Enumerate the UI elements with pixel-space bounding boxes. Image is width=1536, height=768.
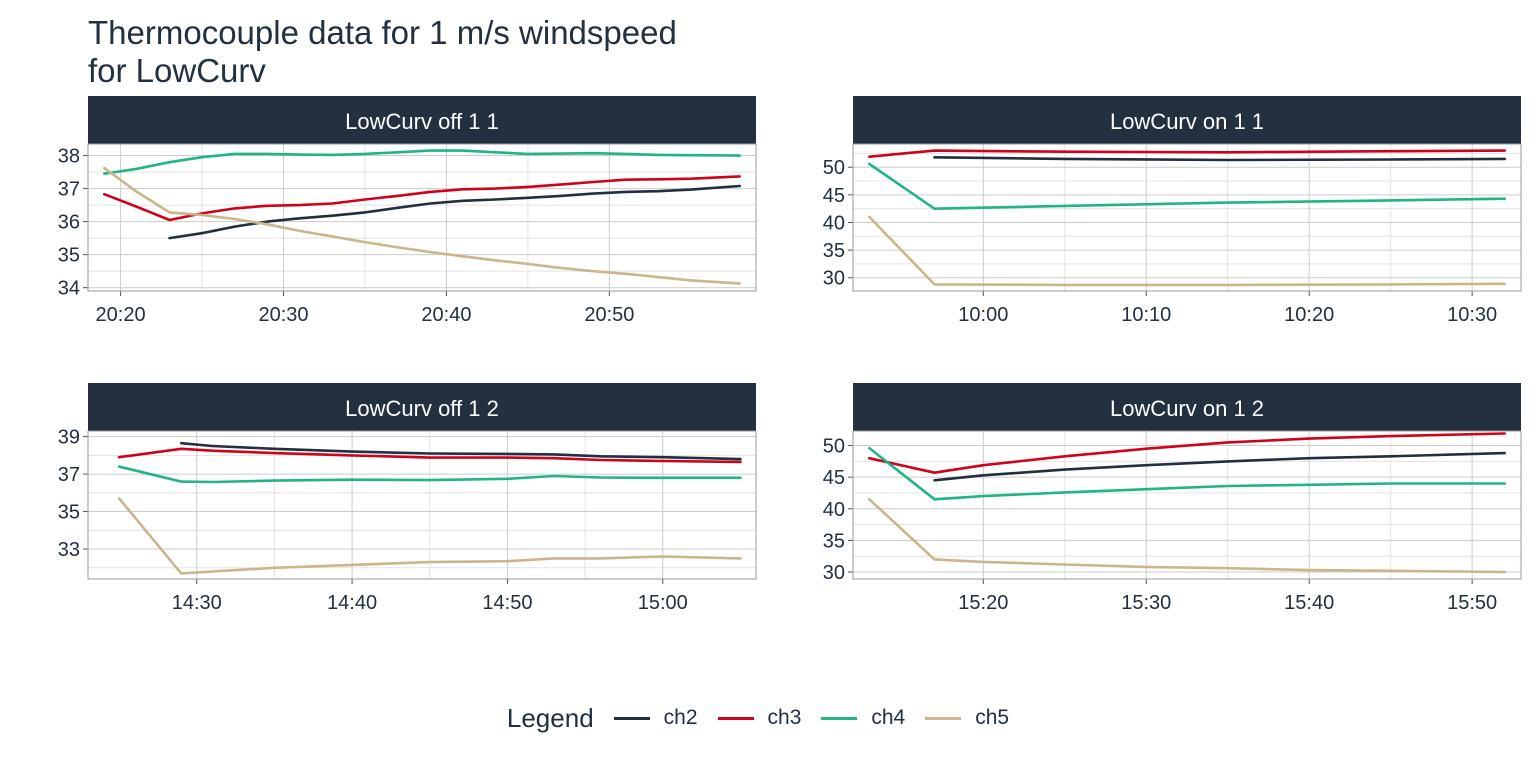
- x-tick-label: 15:50: [1447, 592, 1497, 614]
- facet-strip-title: LowCurv off 1 2: [345, 396, 499, 421]
- y-tick-label: 45: [823, 467, 845, 489]
- panel-border: [87, 430, 757, 580]
- series-line-ch3: [103, 175, 742, 222]
- series-line-ch2: [933, 451, 1506, 482]
- series-line-ch3: [867, 432, 1506, 475]
- legend-swatch: [821, 716, 858, 720]
- y-tick-label: 37: [58, 179, 80, 201]
- y-tick-label: 40: [823, 212, 845, 234]
- legend-label: ch5: [975, 706, 1010, 729]
- y-tick-label: 38: [58, 146, 80, 168]
- legend: Legend ch2 ch3 ch4 ch5: [0, 700, 1536, 736]
- panel-border: [852, 143, 1522, 292]
- series-line-ch5: [867, 215, 1506, 287]
- y-tick-label: 50: [823, 436, 845, 458]
- y-tick-label: 33: [58, 539, 80, 561]
- legend-label: ch2: [663, 706, 698, 729]
- faceted-line-chart: LowCurv off 1 1 34 35 36 37 38 20:20 20:30 20:40…: [58, 96, 1522, 614]
- legend-title: Legend: [506, 702, 594, 733]
- y-tick-label: 35: [58, 502, 80, 524]
- y-tick-label: 45: [823, 185, 845, 207]
- y-tick-label: 30: [823, 268, 845, 290]
- facet-strip-title: LowCurv on 1 2: [1110, 396, 1264, 421]
- panel-border: [852, 430, 1522, 580]
- legend-item-ch2: ch2: [613, 706, 698, 730]
- legend-swatch: [717, 716, 754, 720]
- legend-label: ch4: [871, 706, 906, 729]
- x-tick-label: 20:20: [96, 304, 146, 326]
- y-tick-label: 35: [823, 240, 845, 262]
- facet-strip: [853, 383, 1521, 431]
- facet-strip-title: LowCurv off 1 1: [345, 109, 499, 134]
- y-tick-label: 36: [58, 212, 80, 234]
- x-tick-label: 15:30: [1121, 592, 1171, 614]
- x-tick-label: 10:20: [1284, 304, 1334, 326]
- legend-swatch: [613, 716, 650, 720]
- x-tick-label: 15:40: [1284, 592, 1334, 614]
- series-line-ch2: [933, 156, 1506, 162]
- legend-swatch: [925, 716, 962, 720]
- legend-item-ch3: ch3: [717, 706, 802, 730]
- series-line-ch4: [867, 446, 1506, 501]
- x-tick-label: 20:50: [584, 304, 634, 326]
- y-tick-label: 34: [58, 278, 80, 300]
- chart-title: Thermocouple data for 1 m/s windspeed fo…: [88, 14, 677, 89]
- x-tick-label: 20:30: [258, 304, 308, 326]
- facet-strip: [853, 96, 1521, 144]
- x-tick-label: 20:40: [421, 304, 471, 326]
- x-tick-label: 15:00: [638, 592, 688, 614]
- series-line-ch5: [117, 497, 742, 575]
- series-line-ch2: [179, 441, 742, 461]
- series-line-ch4: [103, 149, 742, 175]
- series-line-ch4: [117, 465, 742, 484]
- x-tick-label: 14:50: [482, 592, 532, 614]
- x-tick-label: 10:00: [958, 304, 1008, 326]
- legend-item-ch5: ch5: [925, 706, 1009, 730]
- x-tick-label: 14:40: [327, 592, 377, 614]
- series-line-ch4: [867, 162, 1506, 210]
- facet-strip: [88, 383, 756, 431]
- x-tick-label: 14:30: [172, 592, 222, 614]
- legend-item-ch4: ch4: [821, 706, 905, 730]
- y-tick-label: 39: [58, 427, 80, 449]
- y-tick-label: 35: [58, 245, 80, 267]
- series-line-ch3: [117, 447, 742, 464]
- series-line-ch3: [867, 149, 1506, 158]
- y-tick-label: 50: [823, 157, 845, 179]
- panel-border: [87, 143, 757, 292]
- y-tick-label: 30: [823, 562, 845, 584]
- series-line-ch2: [168, 184, 742, 240]
- x-tick-label: 15:20: [958, 592, 1008, 614]
- series-line-ch5: [867, 497, 1506, 574]
- series-line-ch5: [103, 166, 742, 285]
- y-tick-label: 37: [58, 464, 80, 486]
- x-tick-label: 10:30: [1447, 304, 1497, 326]
- y-tick-label: 40: [823, 499, 845, 521]
- facet-strip: [88, 96, 756, 144]
- legend-label: ch3: [767, 706, 802, 729]
- y-tick-label: 35: [823, 530, 845, 552]
- facet-strip-title: LowCurv on 1 1: [1110, 109, 1264, 134]
- x-tick-label: 10:10: [1121, 304, 1171, 326]
